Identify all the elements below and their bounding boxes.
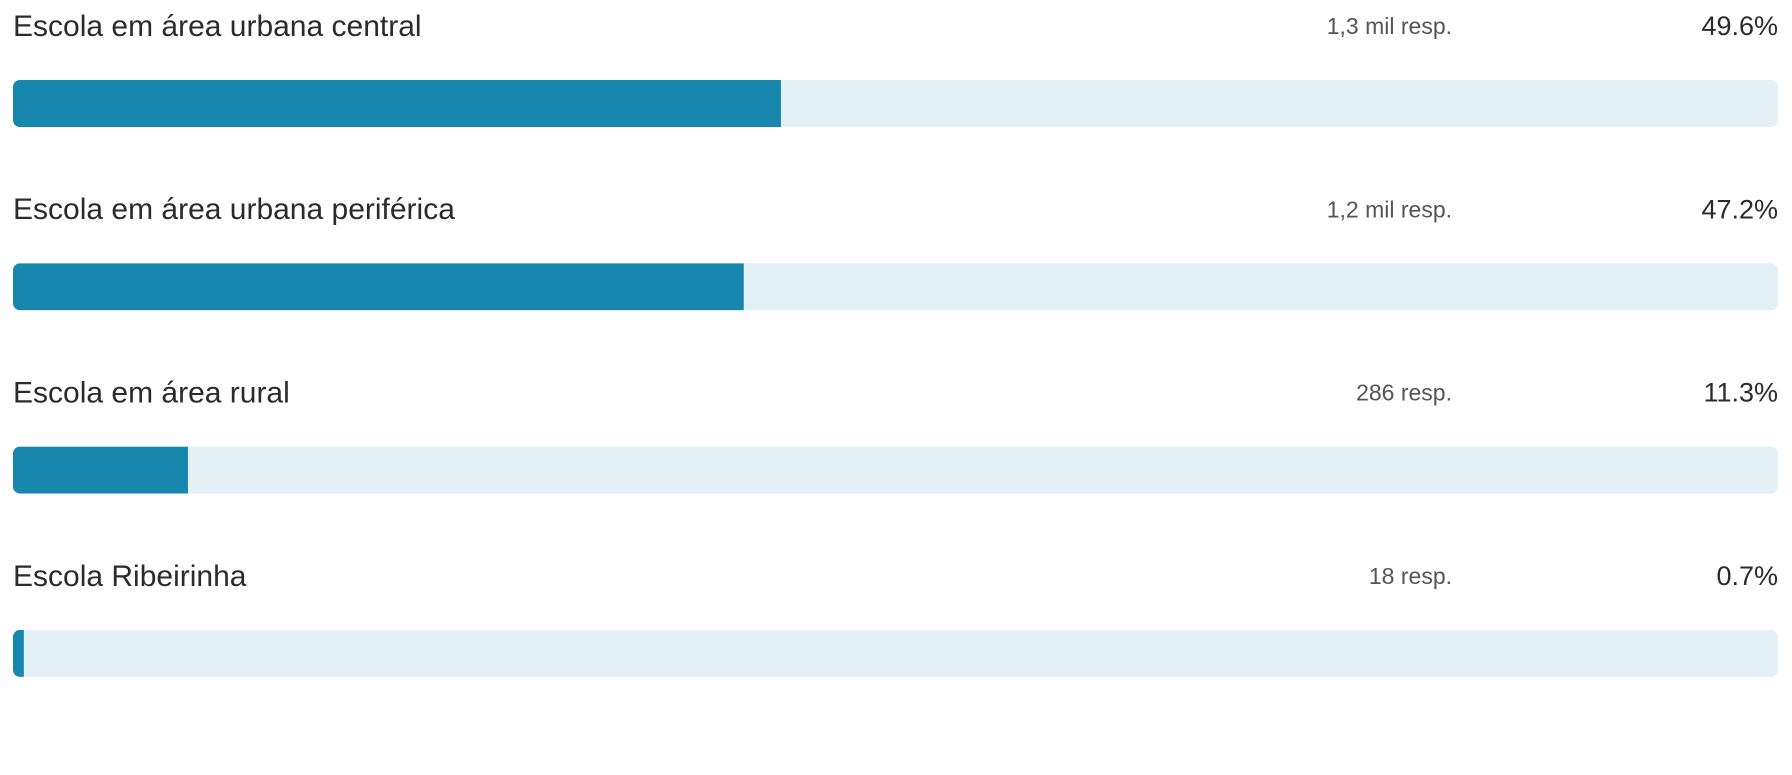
- bar: [13, 80, 781, 127]
- bar: [13, 446, 188, 494]
- category-label: Escola em área urbana periférica: [13, 193, 455, 226]
- response-count: 286 resp.: [1356, 380, 1452, 406]
- bar: [13, 263, 744, 311]
- value-label: 0.7%: [1716, 561, 1778, 591]
- category-label: Escola em área urbana central: [13, 10, 422, 43]
- bar-track: [13, 629, 1778, 677]
- bar: [13, 629, 24, 677]
- response-count: 1,2 mil resp.: [1327, 196, 1452, 222]
- value-label: 11.3%: [1703, 378, 1778, 408]
- category-label: Escola em área rural: [13, 377, 290, 410]
- value-label: 47.2%: [1701, 194, 1778, 224]
- value-label: 49.6%: [1701, 11, 1778, 41]
- bar-track: [13, 446, 1778, 494]
- response-count: 1,3 mil resp.: [1327, 13, 1452, 39]
- response-count: 18 resp.: [1369, 563, 1452, 589]
- category-label: Escola Ribeirinha: [13, 560, 247, 593]
